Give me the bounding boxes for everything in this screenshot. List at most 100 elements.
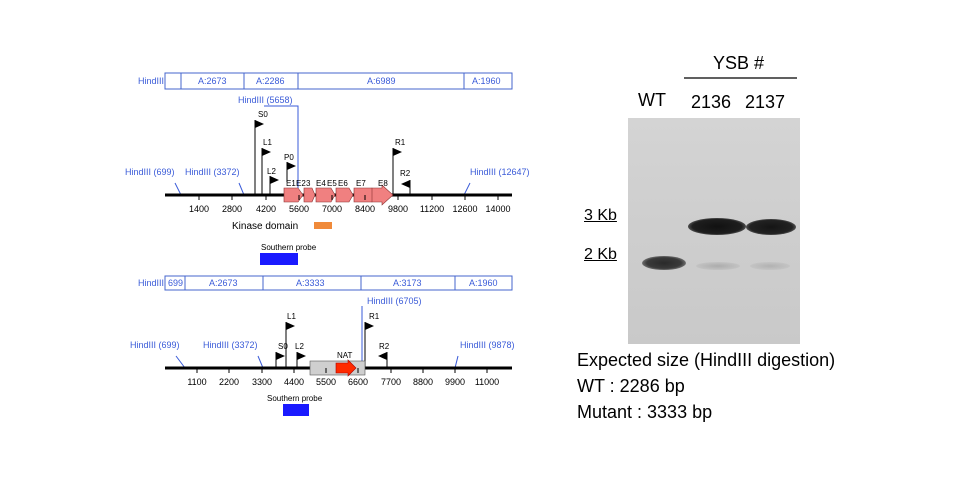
top-axis bbox=[198, 195, 499, 200]
faint-band-2137 bbox=[750, 262, 790, 270]
top-tick-7: 11200 bbox=[420, 204, 444, 214]
faint-band-2136 bbox=[696, 262, 740, 270]
top-frag-3: A:6989 bbox=[367, 76, 396, 86]
bottom-frag-hind: HindIII bbox=[138, 278, 164, 288]
bottom-map: HindIII 699 A:2673 A:3333 A:3173 A:1960 … bbox=[130, 275, 515, 416]
top-primer-p0: P0 bbox=[284, 153, 296, 182]
svg-text:R1: R1 bbox=[395, 138, 406, 147]
top-exon-e6: E6 bbox=[338, 179, 348, 188]
bottom-primer-l2: L2 bbox=[295, 342, 306, 368]
ysb-group-label: YSB # bbox=[713, 53, 765, 73]
svg-text:S0: S0 bbox=[278, 342, 288, 351]
kinase-domain-bar bbox=[314, 222, 332, 229]
top-probe-bar bbox=[260, 253, 298, 265]
bottom-frag-1: A:2673 bbox=[209, 278, 238, 288]
lane-label-2136: 2136 bbox=[691, 92, 732, 112]
bottom-site-6705: HindIII (6705) bbox=[367, 296, 422, 306]
expected-size-mutant: Mutant : 3333 bp bbox=[577, 402, 713, 422]
bottom-tick-2: 3300 bbox=[252, 377, 272, 387]
bottom-tick-4: 5500 bbox=[316, 377, 336, 387]
bottom-primer-l1: L1 bbox=[285, 312, 296, 368]
top-frag-2: A:2286 bbox=[256, 76, 285, 86]
top-probe-label: Southern probe bbox=[261, 243, 317, 252]
bottom-tick-9: 11000 bbox=[475, 377, 499, 387]
svg-text:R2: R2 bbox=[379, 342, 390, 351]
band-wt bbox=[642, 256, 686, 270]
svg-text:R1: R1 bbox=[369, 312, 380, 321]
top-exons bbox=[283, 184, 394, 206]
bottom-fragment-bar bbox=[164, 275, 513, 291]
top-exon-e2: E2 bbox=[296, 179, 306, 188]
nat-cassette-arrow bbox=[335, 359, 357, 377]
lane-label-2137: 2137 bbox=[745, 92, 786, 112]
gel-image bbox=[628, 118, 800, 344]
top-frag-hind: HindIII bbox=[138, 76, 164, 86]
top-exon-3: 3 bbox=[306, 179, 311, 188]
top-tick-2: 4200 bbox=[256, 204, 276, 214]
top-tick-3: 5600 bbox=[289, 204, 309, 214]
top-exon-e8: E8 bbox=[378, 179, 388, 188]
top-fragment-bar bbox=[164, 72, 513, 90]
svg-text:L2: L2 bbox=[267, 167, 276, 176]
top-exon-e4: E4 bbox=[316, 179, 326, 188]
svg-text:L1: L1 bbox=[287, 312, 296, 321]
top-exon-e7: E7 bbox=[356, 179, 366, 188]
bottom-frag-699: 699 bbox=[168, 278, 183, 288]
bottom-frag-3: A:3173 bbox=[393, 278, 422, 288]
bottom-site-699: HindIII (699) bbox=[130, 340, 180, 350]
bottom-tick-0: 1100 bbox=[187, 377, 206, 387]
top-frag-4: A:1960 bbox=[472, 76, 501, 86]
bottom-tick-8: 9900 bbox=[445, 377, 465, 387]
expected-size-wt: WT : 2286 bp bbox=[577, 376, 685, 396]
bottom-primer-r1: R1 bbox=[364, 312, 380, 368]
bottom-site-3372: HindIII (3372) bbox=[203, 340, 258, 350]
expected-size-title: Expected size (HindIII digestion) bbox=[577, 350, 836, 370]
bottom-tick-1: 2200 bbox=[219, 377, 239, 387]
svg-text:S0: S0 bbox=[258, 110, 268, 119]
bottom-tick-5: 6600 bbox=[348, 377, 368, 387]
bottom-frag-4: A:1960 bbox=[469, 278, 498, 288]
top-tick-8: 12600 bbox=[452, 204, 477, 214]
top-site-5658: HindIII (5658) bbox=[238, 95, 293, 105]
top-tick-0: 1400 bbox=[189, 204, 209, 214]
top-tick-6: 9800 bbox=[388, 204, 408, 214]
top-site-699: HindIII (699) bbox=[125, 167, 175, 177]
top-primer-s0: S0 bbox=[254, 110, 268, 195]
marker-2kb: 2 Kb bbox=[584, 246, 617, 263]
kinase-domain-label: Kinase domain bbox=[232, 221, 298, 232]
top-frag-1: A:2673 bbox=[198, 76, 227, 86]
bottom-probe-bar bbox=[283, 404, 309, 416]
svg-text:R2: R2 bbox=[400, 169, 411, 178]
top-primer-l2: L2 bbox=[267, 167, 279, 195]
bottom-primer-r2: R2 bbox=[378, 342, 390, 368]
bottom-probe-label: Southern probe bbox=[267, 394, 323, 403]
top-primer-r1: R1 bbox=[392, 138, 406, 195]
bottom-tick-7: 8800 bbox=[413, 377, 433, 387]
svg-text:L1: L1 bbox=[263, 138, 272, 147]
top-tick-1: 2800 bbox=[222, 204, 242, 214]
bottom-tick-3: 4400 bbox=[284, 377, 304, 387]
top-tick-9: 14000 bbox=[485, 204, 510, 214]
top-exon-e1: E1 bbox=[286, 179, 296, 188]
top-primer-r2: R2 bbox=[400, 169, 411, 195]
band-2137 bbox=[746, 219, 796, 235]
top-primer-l1: L1 bbox=[261, 138, 272, 195]
bottom-frag-2: A:3333 bbox=[296, 278, 325, 288]
bottom-primer-s0: S0 bbox=[275, 342, 288, 368]
band-2136 bbox=[688, 218, 746, 235]
bottom-tick-6: 7700 bbox=[381, 377, 401, 387]
bottom-axis bbox=[196, 368, 488, 373]
top-site-12647: HindIII (12647) bbox=[470, 167, 530, 177]
top-tick-4: 7000 bbox=[322, 204, 342, 214]
svg-text:L2: L2 bbox=[295, 342, 304, 351]
top-site-3372: HindIII (3372) bbox=[185, 167, 240, 177]
top-exon-e5: E5 bbox=[327, 179, 337, 188]
nat-label: NAT bbox=[337, 351, 353, 360]
top-map: HindIII A:2673 A:2286 A:6989 A:1960 Hind… bbox=[125, 72, 530, 265]
svg-text:P0: P0 bbox=[284, 153, 294, 162]
lane-label-wt: WT bbox=[638, 90, 666, 110]
marker-3kb: 3 Kb bbox=[584, 207, 617, 224]
bottom-site-9878: HindIII (9878) bbox=[460, 340, 515, 350]
top-tick-5: 8400 bbox=[355, 204, 375, 214]
